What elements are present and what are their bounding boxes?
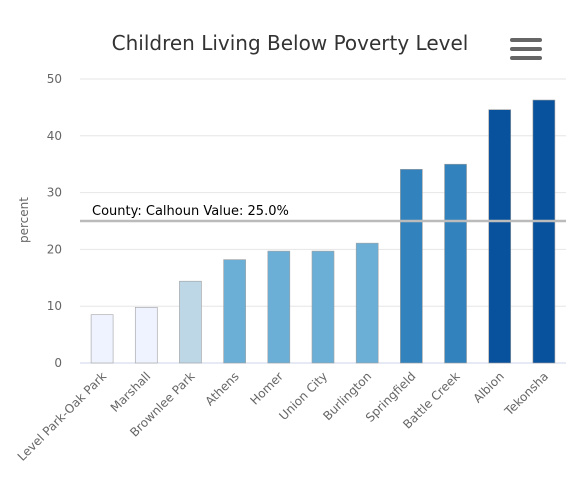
y-tick-label: 30 bbox=[47, 186, 62, 200]
y-tick-label: 20 bbox=[47, 242, 62, 256]
y-tick-label: 10 bbox=[47, 299, 62, 313]
bars bbox=[90, 99, 556, 364]
y-axis-ticks: 0 10 20 30 40 50 bbox=[47, 72, 62, 370]
reference-line-group: County: Calhoun Value: 25.0% bbox=[80, 204, 566, 223]
bar[interactable] bbox=[532, 99, 556, 364]
bar[interactable] bbox=[355, 242, 379, 364]
x-category-label: Albion bbox=[470, 369, 506, 405]
bar[interactable] bbox=[400, 169, 423, 364]
hamburger-menu-icon-line bbox=[510, 56, 542, 60]
x-category-label: Tekonsha bbox=[501, 369, 551, 419]
y-axis-title: percent bbox=[17, 197, 31, 243]
bar[interactable] bbox=[179, 280, 202, 364]
chart-menu-button[interactable] bbox=[510, 38, 542, 64]
bar[interactable] bbox=[444, 163, 467, 364]
y-tick-label: 0 bbox=[54, 356, 62, 370]
x-category-label: Level Park-Oak Park bbox=[15, 369, 109, 463]
bar[interactable] bbox=[488, 109, 512, 364]
y-tick-label: 50 bbox=[47, 72, 62, 86]
y-tick-label: 40 bbox=[47, 129, 62, 143]
bar[interactable] bbox=[223, 259, 246, 364]
hamburger-menu-icon-line bbox=[510, 47, 542, 51]
x-category-label: Homer bbox=[247, 369, 285, 407]
bar[interactable] bbox=[267, 250, 291, 364]
bar[interactable] bbox=[311, 250, 335, 364]
hamburger-menu-icon bbox=[510, 38, 542, 42]
bar[interactable] bbox=[134, 307, 158, 364]
x-category-label: Marshall bbox=[108, 369, 154, 415]
x-category-label: Athens bbox=[202, 369, 241, 408]
reference-line-label: County: Calhoun Value: 25.0% bbox=[92, 204, 289, 219]
chart-title: Children Living Below Poverty Level bbox=[111, 31, 469, 55]
bar[interactable] bbox=[90, 314, 114, 364]
